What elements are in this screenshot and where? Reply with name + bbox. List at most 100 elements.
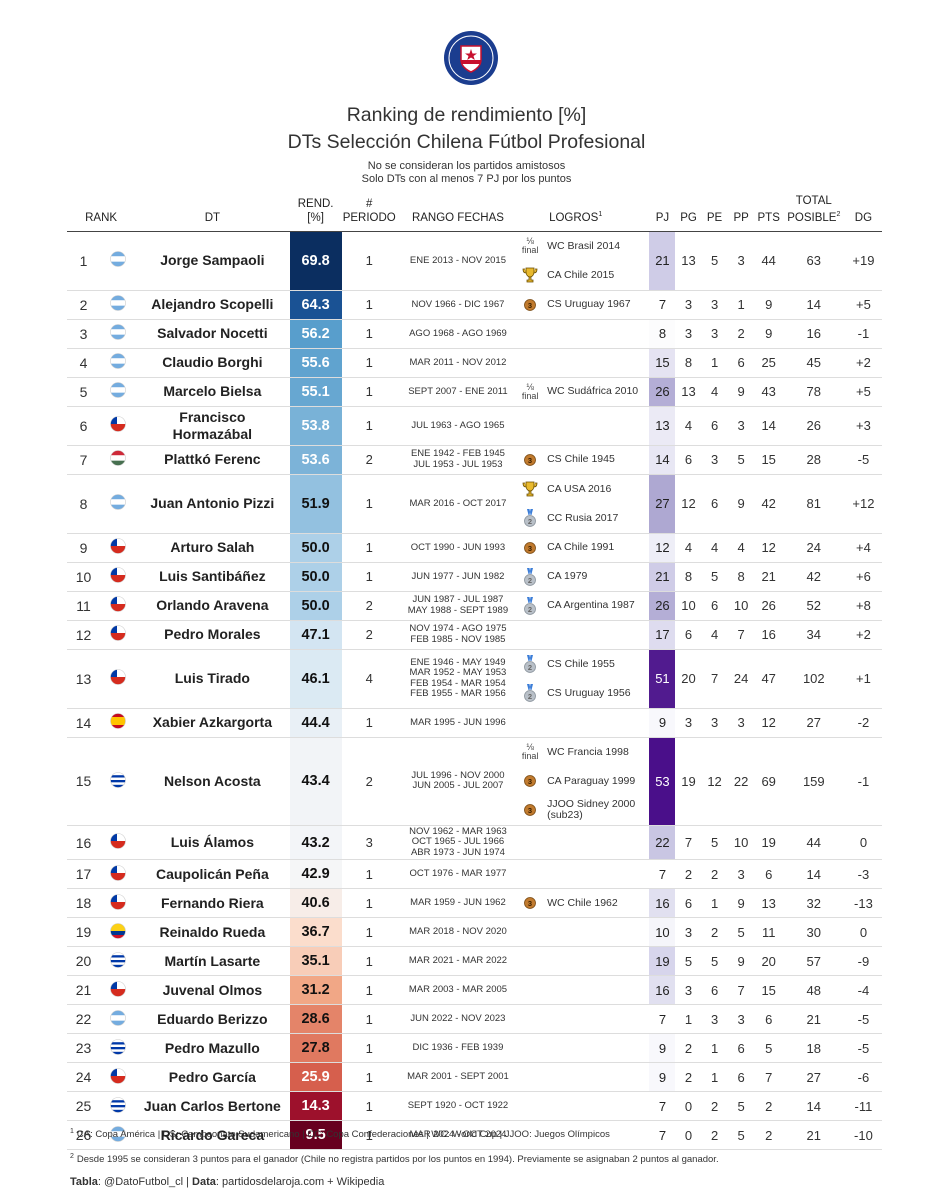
rend: 56.2	[289, 319, 342, 349]
dt-name: Fernando Riera	[135, 888, 290, 919]
medal	[524, 453, 536, 466]
fecha-line: MAY 1988 - SEPT 1989	[407, 604, 509, 616]
logro-icon	[519, 266, 541, 284]
pg: 5	[675, 946, 702, 977]
flag-stripe	[110, 962, 126, 965]
logro: 3 CS Chile 1945	[519, 449, 649, 471]
pp: 22	[727, 737, 755, 826]
table-row: 10 Luis Santibáñez 50.0 1 JUN 1977 - JUN 198…	[67, 562, 882, 592]
dg: +2	[844, 348, 882, 378]
flag-border	[109, 353, 126, 370]
dt-name: Orlando Aravena	[135, 591, 290, 621]
flag-cell	[100, 348, 136, 378]
dt-name: Luis Tirado	[135, 649, 290, 709]
pj: 19	[649, 946, 676, 977]
flag-body	[110, 923, 126, 939]
logro-icon: 3	[519, 772, 541, 790]
total: 21	[782, 1120, 845, 1151]
flag-stripe	[110, 779, 126, 783]
pts: 42	[754, 474, 783, 534]
pe: 1	[701, 1033, 728, 1064]
total: 102	[782, 649, 845, 709]
flag	[109, 450, 126, 467]
flag-border	[109, 494, 126, 511]
table-row: 16 Luis Álamos 43.2 3 NOV 1962 - MAR 1963 OCT…	[67, 825, 882, 861]
flag-body	[110, 625, 126, 641]
pj: 26	[649, 591, 676, 621]
table-row: 4 Claudio Borghi 55.6 1 MAR 2011 - NOV 2012 1…	[67, 348, 882, 378]
pg: 7	[675, 825, 702, 861]
logro-text: CS Chile 1945	[547, 453, 615, 466]
flag-body	[110, 567, 126, 583]
rank: 7	[67, 445, 101, 475]
pe: 5	[701, 825, 728, 861]
column-header: RANGO FECHAS	[396, 194, 520, 232]
dt-name: Francisco Hormazábal	[135, 406, 290, 446]
fecha-line: AGO 1968 - AGO 1969	[409, 327, 507, 339]
fecha-line: MAR 2018 - NOV 2020	[409, 926, 507, 938]
trophy	[522, 267, 538, 283]
rend: 51.9	[289, 474, 342, 534]
flag-body	[110, 952, 126, 968]
table-row: 14 Xabier Azkargorta 44.4 1 MAR 1995 - JUN 1…	[67, 708, 882, 738]
pj: 12	[649, 533, 676, 563]
pe: 7	[701, 649, 728, 709]
rank: 10	[67, 562, 101, 592]
flag-body	[110, 494, 126, 510]
flag-stripe	[110, 1039, 126, 1043]
flag-border	[109, 450, 126, 467]
flag-border	[109, 923, 126, 939]
pj: 16	[649, 888, 676, 919]
flag	[109, 382, 126, 399]
superscript: 1	[70, 1128, 74, 1135]
flag-cell	[100, 319, 136, 349]
logros: ⅛ final WC Francia 1998 3 CA Paraguay 1999 3 J…	[519, 737, 650, 826]
dt-name: Arturo Salah	[135, 533, 290, 563]
total: 26	[782, 406, 845, 446]
flag-stripe	[110, 1131, 126, 1137]
flag-border	[109, 567, 126, 584]
fecha-line: FEB 1954 - MAR 1954	[410, 677, 506, 689]
rend: 14.3	[289, 1091, 342, 1122]
logros	[519, 825, 650, 861]
pe: 2	[701, 1091, 728, 1122]
flag	[109, 416, 126, 433]
logro-text: WC Chile 1962	[547, 896, 618, 909]
periodo: 1	[341, 859, 397, 890]
medal-icon: 3	[524, 453, 536, 466]
fecha-line: NOV 1962 - MAR 1963	[409, 825, 507, 837]
pe: 2	[701, 1120, 728, 1151]
flag-stripe	[110, 329, 126, 335]
pp: 6	[727, 1033, 755, 1064]
logro: 3 CA Paraguay 1999	[519, 767, 649, 796]
rend: 43.2	[289, 825, 342, 861]
pp: 7	[727, 975, 755, 1006]
flag	[109, 494, 126, 511]
header-line: REND.	[297, 197, 334, 210]
badge: ⅛ final	[522, 237, 539, 255]
flag	[109, 894, 126, 910]
header-line: DT	[204, 211, 221, 224]
flag	[109, 324, 126, 341]
medal	[524, 602, 536, 615]
rank: 14	[67, 708, 101, 738]
flag-body	[110, 1068, 126, 1084]
flag-cell	[100, 1033, 136, 1064]
flag-border	[109, 416, 126, 433]
flag-border	[109, 251, 126, 268]
dt-name: Pedro Morales	[135, 620, 290, 650]
logros	[519, 975, 650, 1006]
header-line: PTS	[757, 211, 780, 224]
fecha-line: MAR 1995 - JUN 1996	[410, 716, 506, 728]
pts: 5	[754, 1033, 783, 1064]
rank: 18	[67, 888, 101, 919]
pg: 1	[675, 1004, 702, 1035]
logro-text: WC Francia 1998	[547, 745, 629, 758]
pts: 47	[754, 649, 783, 709]
pj: 7	[649, 290, 676, 320]
pg: 3	[675, 917, 702, 948]
flag-stripe	[110, 1044, 126, 1047]
flag-canton	[110, 669, 117, 678]
dg: -5	[844, 1033, 882, 1064]
flag	[109, 952, 126, 968]
